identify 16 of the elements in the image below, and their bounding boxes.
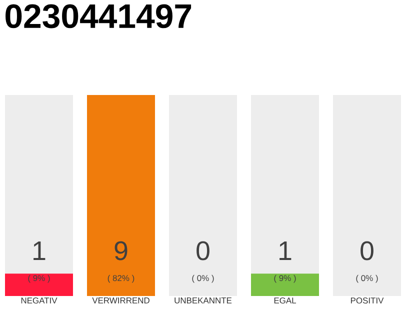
x-tick-label: POSITIV (350, 298, 384, 304)
annotation: ( 0% ) (192, 274, 214, 283)
x-tick-label: EGAL (274, 298, 296, 304)
annotation: ( 0% ) (356, 274, 378, 283)
data-label: 9 (114, 241, 128, 260)
annotation: ( 9% ) (274, 274, 296, 283)
x-tick-label: NEGATIV (21, 298, 58, 304)
data-label: 1 (34, 241, 46, 260)
x-tick-label: UNBEKANNTE (174, 298, 232, 304)
annotation: ( 82% ) (108, 274, 134, 283)
chart-title: 0230441497 (6, 4, 192, 28)
data-label: 0 (196, 241, 210, 260)
x-tick-label: VERWIRREND (92, 298, 150, 304)
data-label: 1 (280, 241, 292, 260)
data-label: 0 (360, 241, 374, 260)
annotation: ( 9% ) (28, 274, 50, 283)
